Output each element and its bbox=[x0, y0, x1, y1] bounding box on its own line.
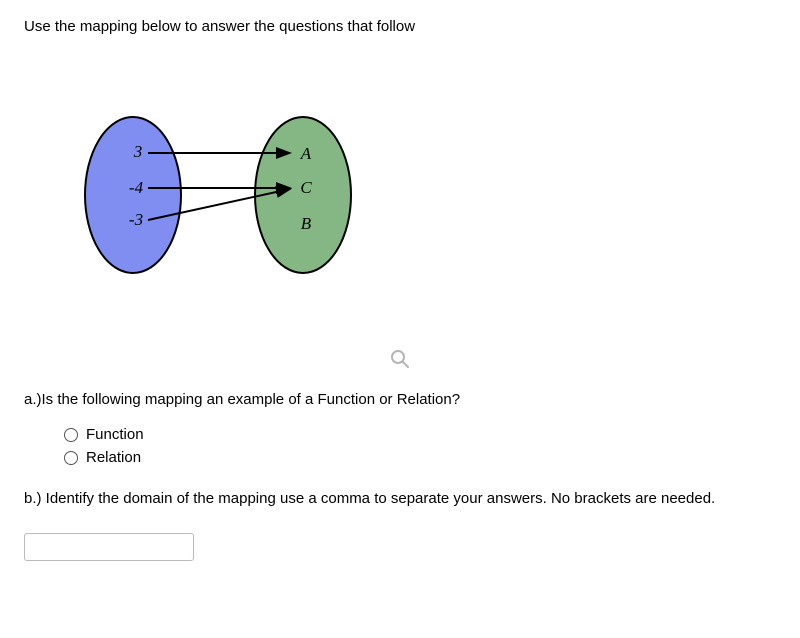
question-a: a.)Is the following mapping an example o… bbox=[24, 391, 776, 408]
svg-text:-3: -3 bbox=[129, 210, 143, 229]
svg-text:A: A bbox=[300, 144, 312, 163]
options-group: Function Relation bbox=[64, 426, 776, 466]
mapping-diagram: 3 -4 -3 ACB bbox=[48, 75, 776, 319]
svg-text:C: C bbox=[300, 178, 312, 197]
question-b: b.) Identify the domain of the mapping u… bbox=[24, 490, 776, 507]
search-icon[interactable] bbox=[390, 349, 410, 369]
svg-text:3: 3 bbox=[133, 142, 143, 161]
zoom-icon-wrap bbox=[24, 349, 776, 373]
instruction-text: Use the mapping below to answer the ques… bbox=[24, 18, 776, 35]
option-function[interactable]: Function bbox=[64, 426, 776, 443]
svg-text:-4: -4 bbox=[129, 178, 144, 197]
option-relation[interactable]: Relation bbox=[64, 449, 776, 466]
radio-icon[interactable] bbox=[64, 428, 78, 442]
svg-text:B: B bbox=[301, 214, 312, 233]
domain-input[interactable] bbox=[24, 533, 194, 561]
option-label: Function bbox=[86, 426, 144, 443]
option-label: Relation bbox=[86, 449, 141, 466]
radio-icon[interactable] bbox=[64, 451, 78, 465]
